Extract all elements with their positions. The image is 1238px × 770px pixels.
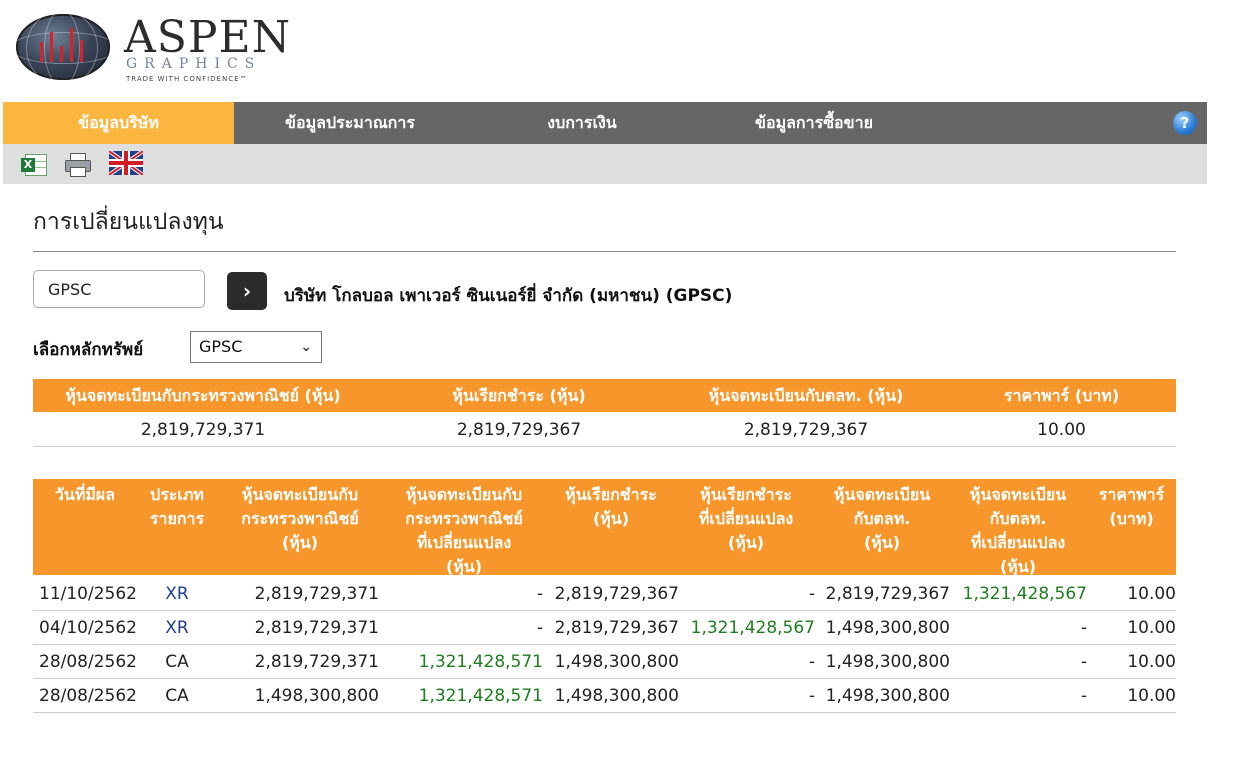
summary-value-par: 10.00 [1037,420,1086,440]
summary-header-listed: หุ้นจดทะเบียนกับตลท. (หุ้น) [708,386,904,405]
table-row: 28/08/2562 CA 2,819,729,371 1,321,428,57… [33,645,1176,679]
security-select[interactable]: GPSC ⌄ [190,331,322,363]
row-listed: 1,498,300,800 [825,618,950,638]
history-table-header: วันที่มีผล ประเภท รายการ หุ้นจดทะเบียนกับ… [33,479,1176,576]
summary-value-paidup: 2,819,729,367 [456,420,582,440]
table-row: 04/10/2562 XR 2,819,729,371 - 2,819,729,… [33,611,1176,645]
row-date: 04/10/2562 [39,618,137,638]
row-registered: 2,819,729,371 [254,584,379,604]
row-listed-change: 1,321,428,567 [962,584,1087,604]
excel-export-icon[interactable]: X [21,152,47,176]
row-registered-change: 1,321,428,571 [418,652,543,672]
row-registered: 2,819,729,371 [254,618,379,638]
row-type-link[interactable]: XR [165,584,189,604]
row-date: 28/08/2562 [39,652,137,672]
security-select-value: GPSC [199,337,243,356]
row-listed: 2,819,729,367 [825,584,950,604]
tab-estimates[interactable]: ข้อมูลประมาณการ [285,113,415,132]
history-header-paidup: หุ้นเรียกชำระ (หุ้น) [565,485,657,528]
row-date: 11/10/2562 [39,584,137,604]
history-header-registered: หุ้นจดทะเบียนกับ กระทรวงพาณิชย์ (หุ้น) [241,485,359,552]
summary-header-par: ราคาพาร์ (บาท) [1003,386,1120,405]
row-listed-change: - [1080,652,1087,672]
row-type-link[interactable]: XR [165,618,189,638]
row-paidup-change: - [808,686,815,706]
table-row: 28/08/2562 CA 1,498,300,800 1,321,428,57… [33,679,1176,713]
row-listed-change: - [1080,618,1087,638]
page-title: การเปลี่ยนแปลงทุน [33,209,224,235]
row-par: 10.00 [1127,652,1176,672]
row-paidup: 1,498,300,800 [554,686,679,706]
history-header-listed: หุ้นจดทะเบียน กับตลท. (หุ้น) [833,485,931,552]
row-paidup: 2,819,729,367 [554,584,679,604]
chevron-down-icon: ⌄ [300,339,312,355]
history-header-date: วันที่มีผล [54,485,116,504]
row-paidup-change: 1,321,428,567 [690,618,815,638]
row-par: 10.00 [1127,584,1176,604]
security-select-label: เลือกหลักทรัพย์ [33,340,144,360]
summary-table-header: หุ้นจดทะเบียนกับกระทรวงพาณิชย์ (หุ้น) หุ… [33,379,1176,412]
tab-financials[interactable]: งบการเงิน [547,113,617,132]
row-type: CA [165,652,189,672]
summary-header-paidup: หุ้นเรียกชำระ (หุ้น) [452,386,586,405]
history-header-type: ประเภท รายการ [149,485,205,528]
help-icon[interactable]: ? [1173,111,1197,135]
summary-header-registered: หุ้นจดทะเบียนกับกระทรวงพาณิชย์ (หุ้น) [65,386,341,405]
row-type: CA [165,686,189,706]
row-paidup: 2,819,729,367 [554,618,679,638]
aspen-graphics-logo: ASPEN GRAPHICS TRADE WITH CONFIDENCE™ [14,12,290,88]
history-header-listed-change: หุ้นจดทะเบียน กับตลท. ที่เปลี่ยนแปลง (หุ้น) [969,485,1067,576]
globe-logo-icon [16,14,110,80]
row-paidup-change: - [808,652,815,672]
table-row: 11/10/2562 XR 2,819,729,371 - 2,819,729,… [33,577,1176,611]
row-registered: 2,819,729,371 [254,652,379,672]
row-registered: 1,498,300,800 [254,686,379,706]
main-nav: ข้อมูลบริษัท ข้อมูลประมาณการ งบการเงิน ข… [3,102,1207,144]
history-header-paidup-change: หุ้นเรียกชำระ ที่เปลี่ยนแปลง (หุ้น) [698,485,794,552]
row-listed-change: - [1080,686,1087,706]
row-registered-change: 1,321,428,571 [418,686,543,706]
symbol-search-input[interactable] [33,270,205,308]
row-paidup-change: - [808,584,815,604]
row-registered-change: - [536,584,543,604]
logo-wordmark: ASPEN [124,12,292,63]
summary-table-row: 2,819,729,371 2,819,729,367 2,819,729,36… [33,413,1176,447]
company-name: บริษัท โกลบอล เพาเวอร์ ซินเนอร์ยี่ จำกัด… [284,286,733,306]
row-registered-change: - [536,618,543,638]
summary-value-registered: 2,819,729,371 [140,420,266,440]
summary-value-listed: 2,819,729,367 [743,420,869,440]
row-date: 28/08/2562 [39,686,137,706]
logo-tagline: TRADE WITH CONFIDENCE™ [126,75,248,83]
logo-subtitle: GRAPHICS [126,56,262,72]
english-flag-icon[interactable] [109,151,143,175]
row-paidup: 1,498,300,800 [554,652,679,672]
toolbar: X [3,144,1207,184]
title-divider [33,251,1176,252]
history-header-registered-change: หุ้นจดทะเบียนกับ กระทรวงพาณิชย์ ที่เปลี่ยน… [405,485,523,576]
print-icon[interactable] [64,152,91,177]
tab-company-info[interactable]: ข้อมูลบริษัท [3,102,234,144]
history-header-par: ราคาพาร์ (บาท) [1098,485,1165,528]
tab-trading-info[interactable]: ข้อมูลการซื้อขาย [755,113,873,132]
row-listed: 1,498,300,800 [825,652,950,672]
row-par: 10.00 [1127,686,1176,706]
go-button[interactable]: › [227,272,267,310]
row-listed: 1,498,300,800 [825,686,950,706]
row-par: 10.00 [1127,618,1176,638]
